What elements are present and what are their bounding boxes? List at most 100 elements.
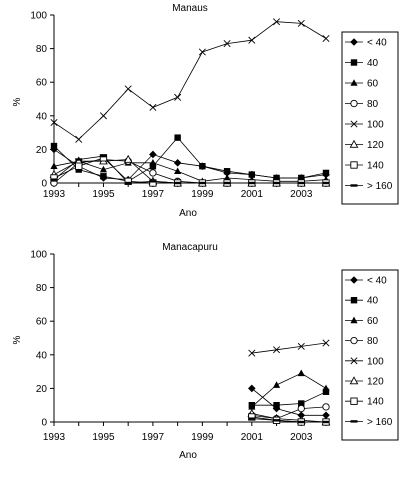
chart-1-series-5-point (149, 103, 157, 111)
chart-2-legend-marker-1 (350, 276, 358, 284)
chart-2-group: Manacapuru 0 20 40 60 80 100 1993 1995 1997 1999 20… (12, 242, 399, 461)
chart-2-y-tick-label: 60 (36, 317, 48, 328)
chart-1-series-5-line (53, 21, 327, 140)
chart-1-series-2-point (174, 134, 181, 141)
chart-2-series-8-line (251, 418, 326, 423)
chart-1-legend: < 40 40 60 80 100 120 140 > 160 (341, 31, 399, 205)
chart-2-series-4-point (297, 404, 305, 413)
chart-2-series-5-point (297, 342, 305, 350)
chart-1-series-2-line (53, 136, 327, 182)
chart-1-series-8-point (322, 181, 330, 185)
chart-1-legend-marker-2 (350, 59, 358, 66)
chart-1-series-7-point (149, 179, 157, 187)
chart-2-legend-label-3: 60 (367, 316, 379, 327)
chart-1-y-axis-label: % (12, 97, 23, 106)
chart-2-x-axis-label: Ano (179, 450, 197, 461)
chart-1-series-5-point (174, 93, 182, 101)
chart-2-series-3-point (272, 381, 281, 388)
chart-1-series-8-point (297, 181, 305, 185)
chart-2-legend-marker-8 (350, 420, 358, 423)
chart-1-x-axis-label: Ano (179, 208, 197, 219)
chart-1-series-8-point (149, 180, 157, 183)
chart-1-series-3-line (53, 160, 327, 182)
chart-1-series-1-point (173, 159, 182, 167)
chart-1-x-tick-label: 1993 (43, 189, 66, 200)
chart-2-y-tick-label: 20 (36, 384, 48, 395)
chart-1-series-8-line (53, 155, 326, 184)
chart-2-legend-marker-7 (350, 397, 358, 405)
chart-1-legend-label-6: 120 (367, 140, 384, 151)
chart-2-series-3-point (322, 384, 330, 392)
chart-2-series-5-point (322, 339, 330, 347)
chart-1-series-5-point (297, 19, 305, 27)
chart-1-legend-label-7: 140 (367, 161, 384, 172)
chart-2-series-7-point (248, 413, 256, 421)
chart-1-series-8-point (75, 158, 83, 161)
chart-1-series-4-point (149, 169, 157, 177)
chart-1-y-tick-label: 20 (36, 145, 48, 156)
chart-2-series-2-line (251, 391, 327, 406)
chart-2-series-8-point (273, 419, 281, 422)
chart-1-series-5-point (248, 36, 256, 44)
chart-1-y-tick-label: 100 (30, 11, 47, 22)
chart-2-series-5-point (248, 349, 256, 357)
chart-1-x-tick-label: 2001 (241, 189, 264, 200)
chart-2-y-tick-label: 0 (41, 418, 47, 429)
chart-1-series-4-line (53, 159, 326, 184)
chart-2-legend-marker-2 (350, 297, 358, 304)
chart-1-legend-marker-7 (350, 161, 358, 169)
chart-1-legend-label-5: 100 (367, 120, 384, 131)
chart-1-legend-label-1: < 40 (367, 38, 387, 49)
chart-2-series-1-point (322, 411, 330, 420)
chart-2-legend: < 40 40 60 80 100 120 140 > 160 (341, 269, 399, 441)
chart-2-series-8-point (297, 420, 305, 424)
chart-2-series-8-point (248, 417, 256, 420)
chart-2-y-tick-label: 80 (36, 283, 48, 294)
chart-2-series-6-line (251, 413, 327, 423)
chart-1-series-7-point (75, 162, 83, 170)
chart-1-legend-marker-3 (350, 79, 358, 86)
chart-1-series-1-point (149, 150, 157, 159)
chart-1-series-2-point (149, 163, 157, 170)
chart-2-legend-label-8: > 160 (367, 417, 393, 428)
chart-1-legend-marker-1 (350, 38, 358, 46)
chart-1-series-6-line (53, 159, 326, 184)
chart-2-legend-label-4: 80 (367, 336, 379, 347)
chart-1-series-3-point (50, 162, 58, 169)
chart-2-x-tick-label: 2003 (290, 432, 313, 443)
chart-1-x-tick-label: 1999 (191, 189, 214, 200)
chart-2-legend-label-7: 140 (367, 397, 384, 408)
chart-1-series-8-point (248, 181, 256, 185)
chart-2-series-2-point (322, 388, 330, 395)
chart-1-series-2-point (322, 169, 330, 177)
chart-2-series-5-line (251, 342, 327, 354)
chart-1-title: Manaus (172, 3, 208, 14)
chart-1-legend-marker-8 (350, 184, 358, 187)
chart-1-series-5-point (322, 35, 330, 43)
chart-1-series-3-point (99, 165, 108, 173)
chart-2-legend-label-2: 40 (367, 296, 379, 307)
chart-1-x-tick-label: 1997 (142, 189, 165, 200)
chart-2-series-1-line (251, 388, 326, 416)
chart-1-series-5-point (75, 135, 83, 143)
chart-2-x-tick-label: 2001 (241, 432, 264, 443)
chart-1-series-8-point (174, 181, 182, 185)
chart-2-legend-marker-5 (350, 357, 358, 365)
chart-2-series-1-point (248, 384, 256, 393)
chart-2-x-tick-label: 1997 (142, 432, 165, 443)
chart-1-series-7-point (124, 177, 132, 185)
chart-2-x-tick-label: 1999 (191, 432, 214, 443)
chart-1-series-8-point (273, 181, 281, 185)
chart-2-y-tick-label: 40 (36, 350, 48, 361)
chart-1-y-tick-label: 80 (36, 44, 48, 55)
chart-1-series-5-point (273, 18, 281, 26)
chart-2-legend-marker-3 (350, 316, 358, 324)
chart-1-y-tick-label: 40 (36, 111, 48, 122)
chart-1-series-3-point (223, 174, 231, 181)
chart-2-series-3-point (248, 403, 256, 410)
chart-1-series-8-point (99, 154, 107, 158)
chart-1-y-tick-label: 60 (36, 78, 48, 89)
chart-2-legend-marker-4 (350, 336, 358, 345)
chart-1-legend-marker-4 (350, 99, 358, 108)
chart-1-series-5-point (124, 85, 132, 93)
